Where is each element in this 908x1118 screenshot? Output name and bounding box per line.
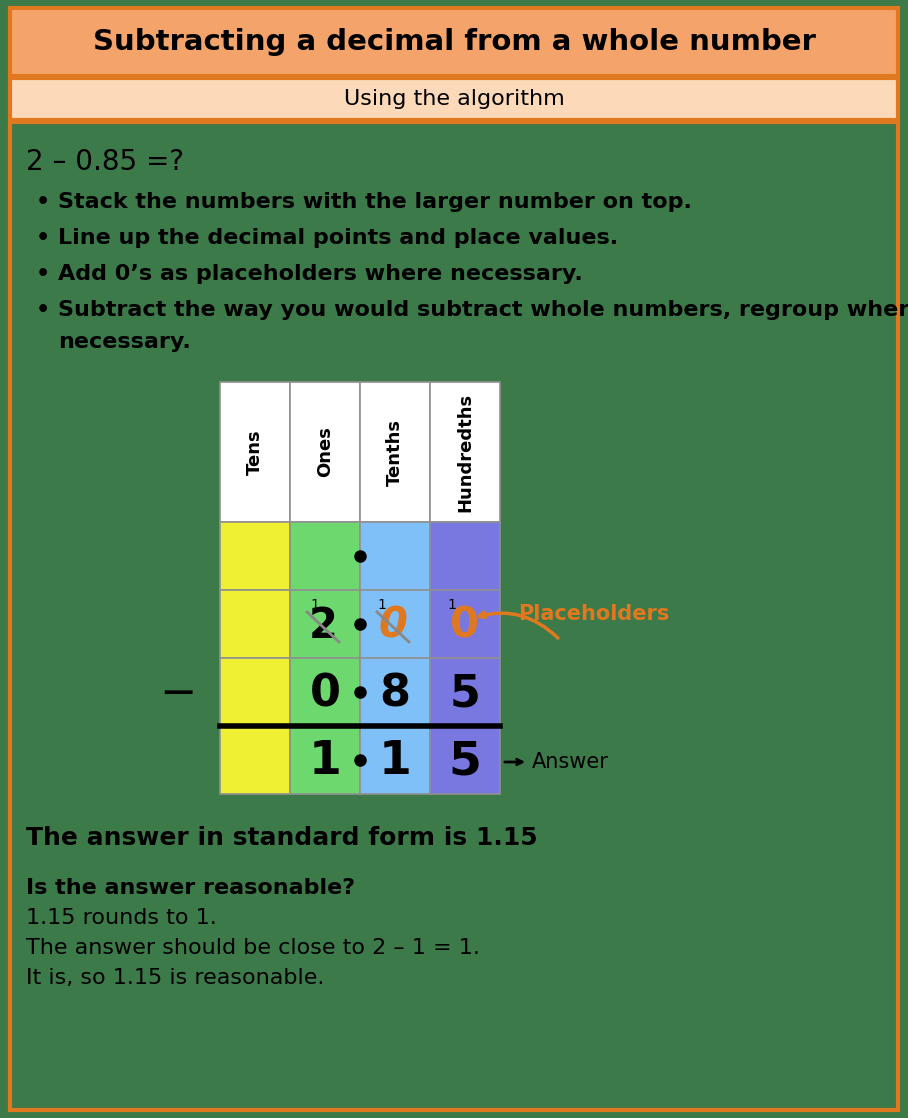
Text: 1: 1	[447, 598, 456, 612]
Bar	[220, 522, 290, 590]
Bar	[430, 382, 500, 522]
Text: 1: 1	[377, 598, 386, 612]
Bar	[220, 659, 290, 726]
Text: Tens: Tens	[246, 429, 264, 475]
Bar	[430, 659, 500, 726]
Bar	[290, 590, 360, 659]
Text: 1: 1	[379, 739, 411, 785]
Bar	[360, 382, 430, 522]
Text: 2 – 0.85 =?: 2 – 0.85 =?	[26, 148, 184, 176]
Bar	[290, 726, 360, 794]
Bar	[290, 382, 360, 522]
Text: Subtracting a decimal from a whole number: Subtracting a decimal from a whole numbe…	[93, 28, 815, 56]
Text: 1: 1	[310, 598, 319, 612]
Bar	[220, 726, 290, 794]
Text: −: −	[160, 673, 197, 716]
Text: •: •	[36, 300, 50, 320]
Text: Line up the decimal points and place values.: Line up the decimal points and place val…	[58, 228, 618, 248]
Text: necessary.: necessary.	[58, 332, 191, 352]
Text: •: •	[36, 228, 50, 248]
Text: •: •	[36, 192, 50, 212]
Bar	[430, 726, 500, 794]
Bar	[430, 590, 500, 659]
Bar	[10, 8, 898, 76]
Text: The answer in standard form is 1.15: The answer in standard form is 1.15	[26, 826, 538, 850]
Bar	[430, 522, 500, 590]
Text: Add 0’s as placeholders where necessary.: Add 0’s as placeholders where necessary.	[58, 264, 583, 284]
Text: 0: 0	[450, 605, 479, 647]
Text: Answer: Answer	[532, 752, 609, 773]
Text: 0: 0	[379, 605, 408, 647]
Text: It is, so 1.15 is reasonable.: It is, so 1.15 is reasonable.	[26, 968, 324, 988]
Text: Using the algorithm: Using the algorithm	[343, 89, 565, 108]
Text: 2: 2	[309, 605, 338, 647]
Bar	[360, 726, 430, 794]
Text: The answer should be close to 2 – 1 = 1.: The answer should be close to 2 – 1 = 1.	[26, 938, 479, 958]
Bar	[360, 522, 430, 590]
Text: Stack the numbers with the larger number on top.: Stack the numbers with the larger number…	[58, 192, 692, 212]
Text: 5: 5	[449, 673, 480, 716]
Text: Ones: Ones	[316, 427, 334, 477]
Bar	[220, 590, 290, 659]
Text: Is the answer reasonable?: Is the answer reasonable?	[26, 878, 355, 898]
Bar	[290, 522, 360, 590]
Text: •: •	[36, 264, 50, 284]
Text: Subtract the way you would subtract whole numbers, regroup where: Subtract the way you would subtract whol…	[58, 300, 908, 320]
Text: 8: 8	[380, 673, 410, 716]
Text: Tenths: Tenths	[386, 418, 404, 485]
Text: 0: 0	[310, 673, 340, 716]
Bar	[220, 382, 290, 522]
Text: 1: 1	[309, 739, 341, 785]
Text: Placeholders: Placeholders	[518, 604, 669, 624]
Bar	[10, 122, 898, 1110]
Text: 5: 5	[449, 739, 481, 785]
Bar	[360, 590, 430, 659]
Text: Hundredths: Hundredths	[456, 392, 474, 512]
Bar	[10, 78, 898, 120]
Bar	[290, 659, 360, 726]
Bar	[360, 659, 430, 726]
Text: 1.15 rounds to 1.: 1.15 rounds to 1.	[26, 908, 217, 928]
